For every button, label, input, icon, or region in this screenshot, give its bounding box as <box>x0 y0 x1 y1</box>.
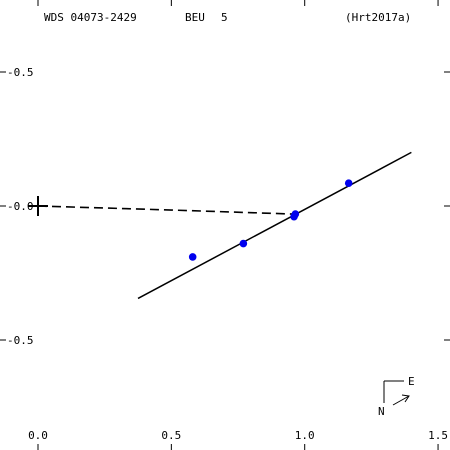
x-tick-label: 0.0 <box>28 429 48 442</box>
orbit-line <box>137 151 412 300</box>
x-tick-label: 0.5 <box>161 429 181 442</box>
y-tick-label: -0.5 <box>7 334 34 347</box>
compass: E N <box>378 375 415 418</box>
observation-point <box>239 239 248 248</box>
pair-number-label: 5 <box>221 11 228 24</box>
y-tick-label: -0.0 <box>7 200 34 213</box>
y-tick-label: -0.5 <box>7 66 34 79</box>
data-marks <box>28 179 353 261</box>
dashed-line <box>37 205 293 215</box>
x-tick-label: 1.0 <box>295 429 315 442</box>
y-tick-labels: -0.5 -0.0 -0.5 <box>7 66 34 347</box>
observation-point <box>291 210 300 218</box>
x-tick-labels: 0.0 0.5 1.0 1.5 <box>28 429 448 442</box>
compass-east-label: E <box>408 375 415 388</box>
reference-label: (Hrt2017a) <box>345 11 411 24</box>
observation-point <box>344 179 353 188</box>
compass-arrow-head <box>401 394 410 403</box>
observation-point <box>188 253 197 261</box>
compass-north-label: N <box>378 405 385 418</box>
orbit-lines <box>37 151 412 300</box>
compass-arrow-shaft <box>392 395 410 406</box>
discoverer-label: BEU <box>185 11 205 24</box>
x-tick-label: 1.5 <box>428 429 448 442</box>
wds-label: WDS 04073-2429 <box>44 11 137 24</box>
